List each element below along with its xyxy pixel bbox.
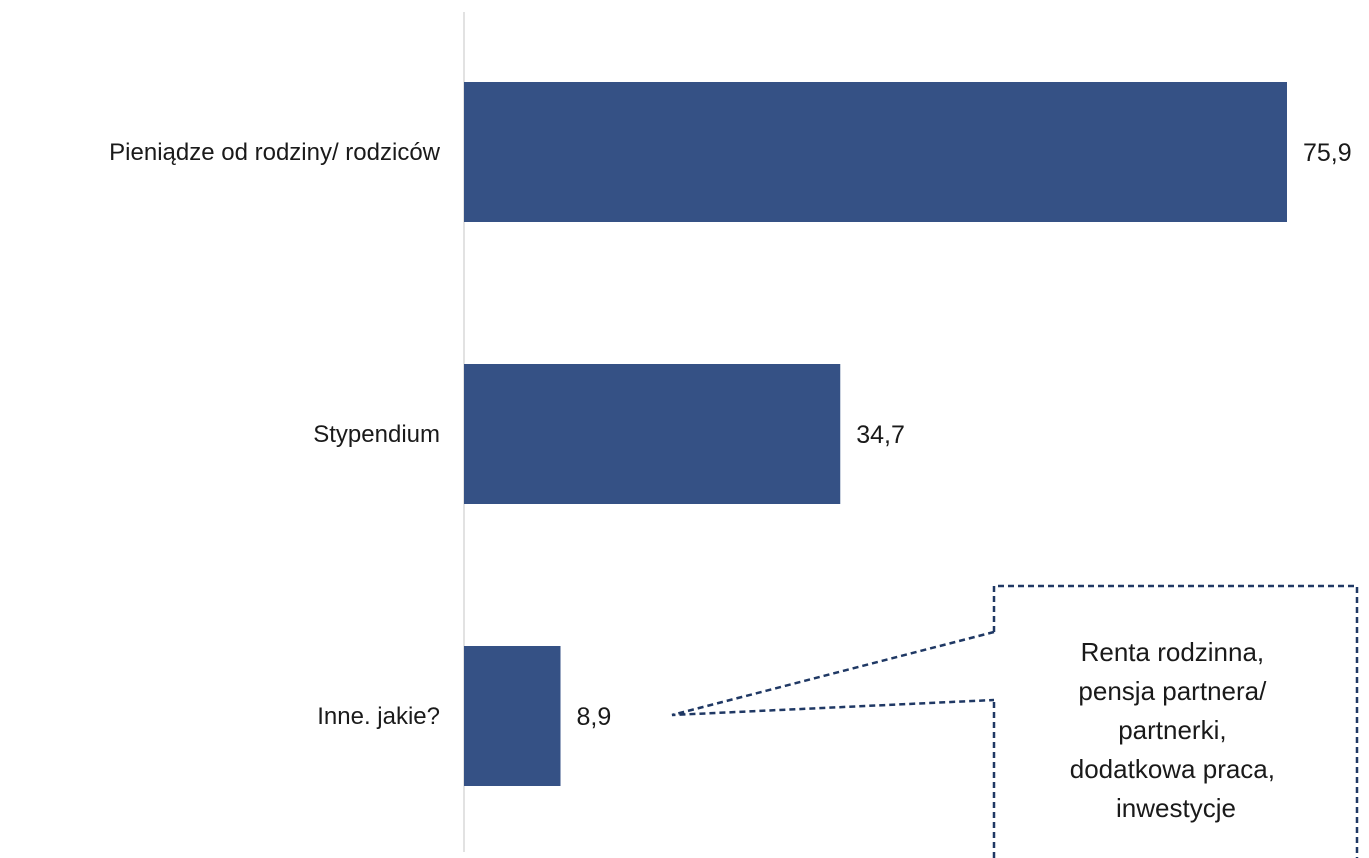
value-label: 8,9 <box>577 703 612 731</box>
callout-line: pensja partnera/ <box>1078 676 1267 706</box>
bars-group <box>464 82 1287 786</box>
callout-line: dodatkowa praca, <box>1070 754 1275 784</box>
category-label: Pieniądze od rodziny/ rodziców <box>109 139 441 166</box>
category-label: Inne. jakie? <box>317 703 440 730</box>
callout-text: Renta rodzinna, pensja partnera/ partner… <box>1070 637 1282 823</box>
bar <box>464 364 841 504</box>
value-label: 34,7 <box>856 421 905 449</box>
category-label: Stypendium <box>313 421 440 448</box>
callout-box <box>992 584 1359 858</box>
callout: Renta rodzinna, pensja partnera/ partner… <box>671 584 1359 858</box>
value-labels-group: 75,9 34,7 8,9 <box>577 139 1352 731</box>
callout-line: partnerki, <box>1118 715 1226 745</box>
category-labels-group: Pieniądze od rodziny/ rodziców Stypendium… <box>109 139 441 730</box>
callout-line: inwestycje <box>1116 793 1236 823</box>
callout-line: Renta rodzinna, <box>1081 637 1265 667</box>
bar <box>464 82 1287 222</box>
bar <box>464 646 561 786</box>
value-label: 75,9 <box>1303 139 1352 167</box>
callout-pointer <box>671 630 995 717</box>
